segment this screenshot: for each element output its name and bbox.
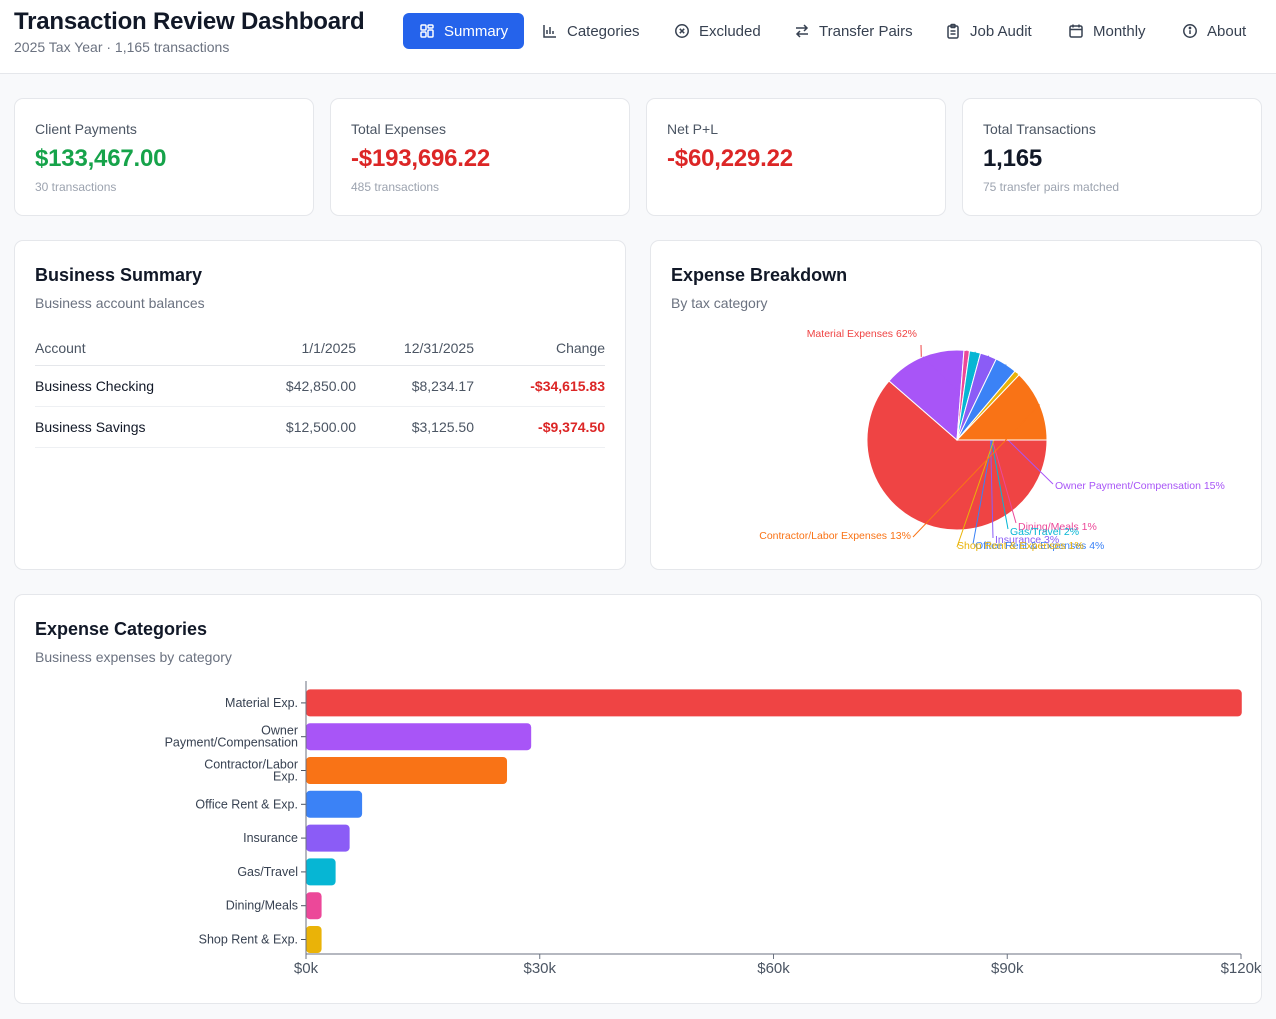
stat-value: -$193,696.22	[351, 145, 491, 172]
bar[interactable]	[306, 892, 322, 920]
stat-label: Client Payments	[35, 121, 137, 137]
tab-label: Job Audit	[970, 22, 1032, 40]
tab-label: Transfer Pairs	[819, 22, 913, 40]
stat-subtext: 75 transfer pairs matched	[983, 180, 1120, 194]
stat-subtext: 30 transactions	[35, 180, 117, 194]
y-tick-label: Dining/Meals	[226, 899, 298, 913]
start-balance: $12,500.00	[234, 406, 356, 448]
stat-card-client-payments: Client Payments $133,467.00 30 transacti…	[14, 98, 314, 216]
stat-label: Total Transactions	[983, 121, 1096, 137]
table-row: Business Savings $12,500.00 $3,125.50 -$…	[35, 406, 605, 448]
pie-slice[interactable]	[955, 374, 1048, 441]
stat-card-net-pl: Net P+L -$60,229.22	[646, 98, 946, 216]
column-header-account: Account	[35, 331, 234, 366]
table-row: Business Checking $42,850.00 $8,234.17 -…	[35, 365, 605, 407]
pie-leader-line	[912, 404, 1041, 538]
pie-slice-label: Insurance 3%	[995, 534, 1059, 546]
pie-slice-label: Contractor/Labor Expenses 13%	[759, 530, 911, 542]
tab-label: Monthly	[1093, 22, 1146, 40]
start-balance: $42,850.00	[234, 365, 356, 407]
expense-pie-chart: Material Expenses 62% Owner Payment/Compe…	[759, 328, 1225, 552]
tab-label: Categories	[567, 22, 640, 40]
stat-value: $133,467.00	[35, 145, 167, 172]
account-name: Business Savings	[35, 406, 234, 448]
tab-transfer-pairs[interactable]: Transfer Pairs	[778, 13, 929, 49]
y-tick-label: Owner Payment/Compensation	[165, 724, 298, 750]
bar[interactable]	[306, 824, 350, 852]
pie-slice-label: Office Rent & Expenses 4%	[975, 540, 1104, 552]
x-tick-label: $60k	[757, 960, 790, 977]
stat-subtext: 485 transactions	[351, 180, 440, 194]
expense-breakdown-card: Expense Breakdown By tax category Materi…	[650, 240, 1262, 570]
stat-label: Total Expenses	[351, 121, 446, 137]
expense-categories-card: Expense Categories Business expenses by …	[14, 594, 1262, 1004]
tab-categories[interactable]: Categories	[526, 13, 656, 49]
column-header-end-date: 12/31/2025	[356, 331, 474, 366]
card-description: Business expenses by category	[35, 649, 232, 665]
card-title: Business Summary	[35, 265, 203, 285]
pie-slice-label: Dining/Meals 1%	[1018, 521, 1097, 533]
stat-card-total-transactions: Total Transactions 1,165 75 transfer pai…	[962, 98, 1262, 216]
tab-excluded[interactable]: Excluded	[658, 13, 777, 49]
y-tick-label: Office Rent & Exp.	[195, 797, 298, 811]
pie-slice-label: Shop Rent & Expenses 1%	[957, 540, 1084, 552]
tab-about[interactable]: About	[1166, 13, 1262, 49]
stat-value: 1,165	[983, 145, 1043, 172]
calendar-icon	[1069, 24, 1083, 38]
x-tick-label: $120k	[1221, 960, 1262, 977]
tab-label: About	[1207, 22, 1247, 40]
card-title: Expense Breakdown	[671, 265, 848, 285]
y-tick-label: Gas/Travel	[237, 865, 298, 879]
y-tick-label: Insurance	[243, 831, 298, 845]
tab-summary[interactable]: Summary	[403, 13, 525, 49]
table-header-row: Account 1/1/2025 12/31/2025 Change	[35, 331, 605, 366]
pie-slice-label: Gas/Travel 2%	[1010, 526, 1079, 538]
bar[interactable]	[306, 757, 508, 784]
expense-bar-chart: Material Exp. Owner Payment/Compensation Co…	[165, 681, 1262, 977]
bar[interactable]	[306, 689, 1242, 717]
card-description: By tax category	[671, 295, 768, 311]
clipboard-icon	[947, 23, 959, 39]
balance-change: -$34,615.83	[474, 365, 605, 407]
bar[interactable]	[306, 723, 532, 751]
column-header-start-date: 1/1/2025	[234, 331, 356, 366]
end-balance: $3,125.50	[356, 406, 474, 448]
card-description: Business account balances	[35, 295, 205, 311]
info-icon	[1183, 24, 1197, 38]
end-balance: $8,234.17	[356, 365, 474, 407]
swap-arrows-icon	[795, 24, 809, 38]
pie-slice-label: Owner Payment/Compensation 15%	[1055, 480, 1225, 492]
account-name: Business Checking	[35, 365, 234, 407]
page-title: Transaction Review Dashboard	[14, 8, 365, 35]
dashboard-grid-icon	[420, 24, 434, 38]
x-circle-icon	[675, 24, 689, 38]
card-title: Expense Categories	[35, 619, 208, 639]
bar-chart-icon	[543, 25, 556, 38]
tab-monthly[interactable]: Monthly	[1052, 13, 1162, 49]
tab-label: Excluded	[699, 22, 761, 40]
pie-slice-label: Material Expenses 62%	[807, 328, 917, 340]
bar[interactable]	[306, 790, 363, 818]
stat-card-total-expenses: Total Expenses -$193,696.22 485 transact…	[330, 98, 630, 216]
bar[interactable]	[306, 926, 322, 953]
x-tick-label: $30k	[523, 960, 556, 977]
page-subtitle: 2025 Tax Year · 1,165 transactions	[14, 39, 230, 55]
x-tick-label: $90k	[991, 960, 1024, 977]
x-tick-label: $0k	[294, 960, 319, 977]
balance-change: -$9,374.50	[474, 406, 605, 448]
stat-label: Net P+L	[667, 121, 718, 137]
column-header-change: Change	[474, 331, 605, 366]
stat-value: -$60,229.22	[667, 145, 793, 172]
tab-job-audit[interactable]: Job Audit	[929, 13, 1048, 49]
business-summary-card: Business Summary Business account balanc…	[14, 240, 626, 570]
y-tick-label: Contractor/Labor Exp.	[204, 758, 298, 784]
app-header: Transaction Review Dashboard 2025 Tax Ye…	[0, 0, 1276, 74]
y-tick-label: Material Exp.	[225, 696, 298, 710]
y-tick-label: Shop Rent & Exp.	[199, 933, 298, 947]
tab-label: Summary	[444, 22, 509, 40]
bar[interactable]	[306, 858, 336, 886]
balances-table: Account 1/1/2025 12/31/2025 Change Busin…	[35, 331, 605, 448]
